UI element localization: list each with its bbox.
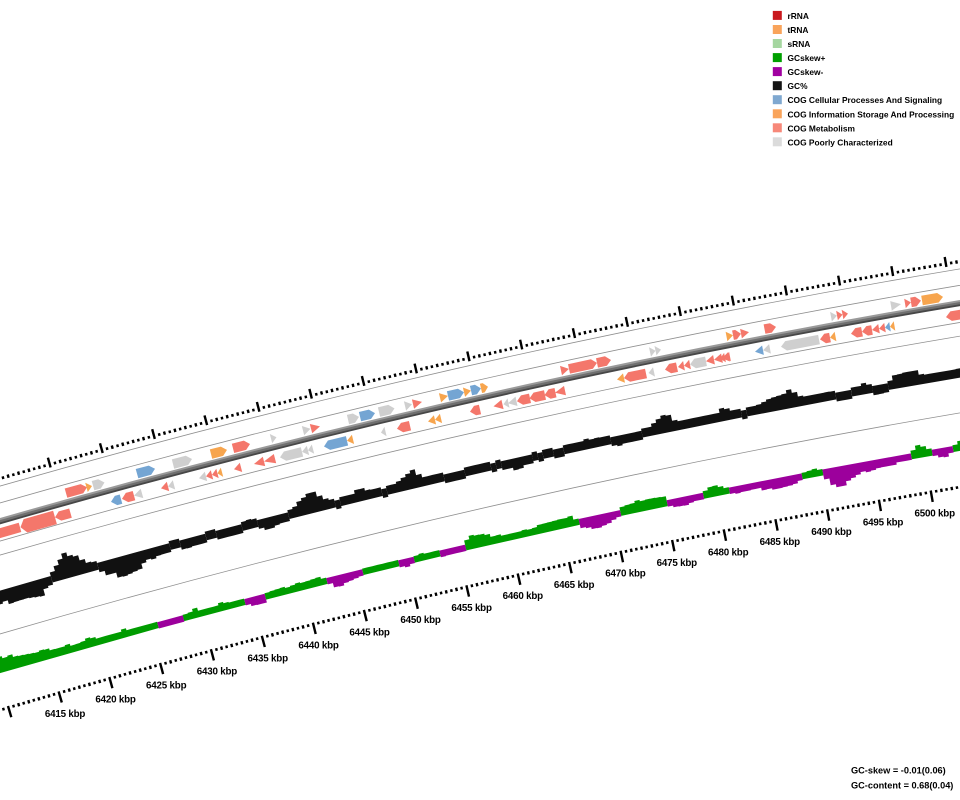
svg-text:COG Cellular Processes And Sig: COG Cellular Processes And Signaling xyxy=(788,95,943,105)
svg-text:COG Information Storage And Pr: COG Information Storage And Processing xyxy=(788,109,955,119)
svg-text:COG Metabolism: COG Metabolism xyxy=(788,123,855,133)
svg-text:sRNA: sRNA xyxy=(788,39,811,49)
svg-text:GC-content = 0.68(0.04): GC-content = 0.68(0.04) xyxy=(851,781,953,791)
svg-text:6445 kbp: 6445 kbp xyxy=(349,628,390,639)
svg-text:GC-skew = -0.01(0.06): GC-skew = -0.01(0.06) xyxy=(851,766,946,776)
svg-text:6490 kbp: 6490 kbp xyxy=(811,527,852,538)
svg-text:6425 kbp: 6425 kbp xyxy=(146,680,187,691)
svg-text:COG Poorly Characterized: COG Poorly Characterized xyxy=(788,137,893,147)
svg-text:6475 kbp: 6475 kbp xyxy=(657,558,698,569)
svg-text:GCskew-: GCskew- xyxy=(788,67,824,77)
svg-text:6435 kbp: 6435 kbp xyxy=(248,653,289,664)
svg-text:6465 kbp: 6465 kbp xyxy=(554,580,595,591)
svg-text:6415 kbp: 6415 kbp xyxy=(45,709,86,720)
svg-text:6450 kbp: 6450 kbp xyxy=(400,615,441,626)
svg-text:6470 kbp: 6470 kbp xyxy=(605,569,646,580)
svg-text:6420 kbp: 6420 kbp xyxy=(95,694,136,705)
svg-text:GC%: GC% xyxy=(788,81,809,91)
svg-text:6485 kbp: 6485 kbp xyxy=(760,537,801,548)
svg-text:6440 kbp: 6440 kbp xyxy=(298,640,339,651)
svg-text:6500 kbp: 6500 kbp xyxy=(915,508,956,519)
svg-text:6455 kbp: 6455 kbp xyxy=(451,603,492,614)
svg-text:GCskew+: GCskew+ xyxy=(788,53,826,63)
svg-text:6495 kbp: 6495 kbp xyxy=(863,518,904,529)
svg-text:tRNA: tRNA xyxy=(788,25,809,35)
svg-text:rRNA: rRNA xyxy=(788,11,809,21)
svg-text:6480 kbp: 6480 kbp xyxy=(708,547,749,558)
svg-text:6460 kbp: 6460 kbp xyxy=(503,591,544,602)
svg-text:6430 kbp: 6430 kbp xyxy=(197,667,238,678)
